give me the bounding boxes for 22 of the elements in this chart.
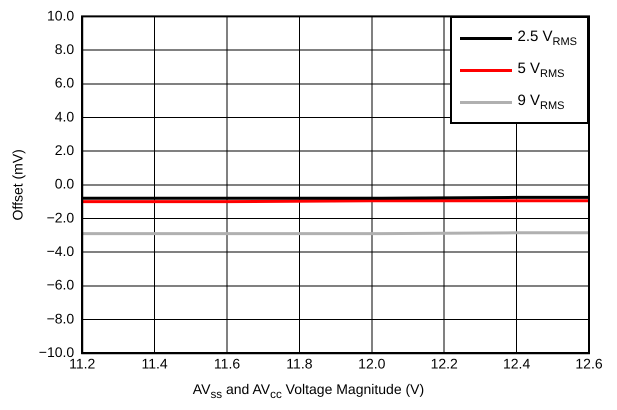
y-tick-label: 8.0 xyxy=(54,40,74,57)
x-axis-title: AV$_{ss}$ and AV$_{cc}$ Voltage Magnitude (V) xyxy=(192,381,426,401)
x-tick-label: 12.2 xyxy=(430,355,458,372)
x-tick-label: 11.6 xyxy=(214,355,240,372)
x-tick-label: 11.8 xyxy=(286,355,313,372)
legend-label: 9 V$_{RMS}$ xyxy=(518,92,564,112)
legend-label: 5 V$_{RMS}$ xyxy=(518,60,564,80)
y-axis-title: Offset (mV) xyxy=(9,149,26,220)
y-tick-label: −8.0 xyxy=(46,310,74,326)
y-tick-label: 6.0 xyxy=(54,74,74,91)
legend-label: 2.5 V$_{RMS}$ xyxy=(518,28,577,48)
x-tick-label: 11.4 xyxy=(142,355,168,372)
y-tick-label: −2.0 xyxy=(46,209,74,226)
x-tick-label: 12.6 xyxy=(575,355,603,372)
y-tick-label: 10.0 xyxy=(46,7,74,24)
y-tick-label: 0.0 xyxy=(54,176,74,192)
y-tick-label: −4.0 xyxy=(46,243,74,260)
y-tick-label: 4.0 xyxy=(54,108,74,124)
x-tick-label: 12.4 xyxy=(502,355,530,372)
x-tick-label: 12.0 xyxy=(358,355,386,372)
y-tick-label: −6.0 xyxy=(46,276,74,293)
y-tick-label: 2.0 xyxy=(54,142,74,158)
